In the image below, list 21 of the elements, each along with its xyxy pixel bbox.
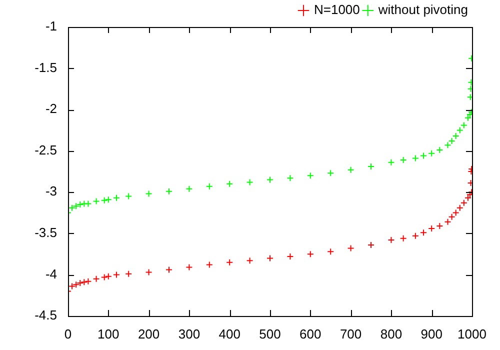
y-tick-label: -1 (45, 18, 57, 34)
x-tick-label: 500 (259, 326, 281, 342)
x-tick-label: 900 (420, 326, 442, 342)
legend-label: N=1000 (314, 2, 360, 18)
y-tick-label: -4.5 (34, 308, 57, 323)
x-tick-label: 700 (340, 326, 362, 342)
x-tick-label: 400 (218, 326, 240, 342)
y-tick-label: -1.5 (34, 60, 57, 75)
y-tick-label: -2 (45, 101, 57, 116)
x-tick-label: 600 (300, 326, 322, 342)
x-tick-label: 200 (138, 326, 160, 342)
y-tick-label: -3.5 (34, 225, 57, 240)
x-tick-label: 800 (380, 326, 402, 342)
x-tick-label: 1000 (458, 326, 486, 342)
x-tick-label: 0 (64, 326, 72, 342)
y-tick-label: -2.5 (34, 142, 57, 158)
y-tick-label: -3 (45, 184, 57, 199)
x-tick-label: 300 (178, 326, 200, 342)
y-tick-label: -4 (45, 266, 57, 282)
legend-label: without pivoting (377, 2, 468, 18)
x-tick-label: 100 (98, 326, 120, 342)
